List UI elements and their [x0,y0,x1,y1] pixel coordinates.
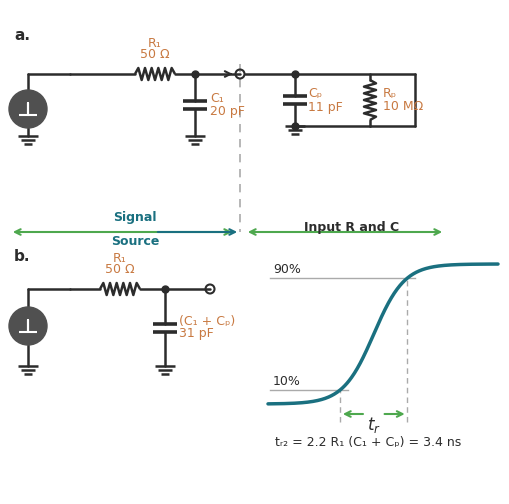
Text: 50 Ω: 50 Ω [140,48,169,61]
Text: C₁: C₁ [210,93,223,105]
Text: Signal: Signal [113,211,156,224]
Text: 20 pF: 20 pF [210,105,244,118]
Text: Cₚ: Cₚ [307,88,322,100]
Text: 31 pF: 31 pF [179,328,213,341]
Text: tᵣ₂ = 2.2 R₁ (C₁ + Cₚ) = 3.4 ns: tᵣ₂ = 2.2 R₁ (C₁ + Cₚ) = 3.4 ns [274,436,460,449]
Text: (C₁ + Cₚ): (C₁ + Cₚ) [179,314,235,328]
Text: 50 Ω: 50 Ω [105,263,134,276]
Text: Source: Source [110,235,159,248]
Circle shape [9,90,47,128]
Circle shape [9,307,47,345]
Text: $\mathit{t_r}$: $\mathit{t_r}$ [366,415,380,435]
Text: 11 pF: 11 pF [307,100,342,113]
Text: b.: b. [14,249,31,264]
Text: R₁: R₁ [113,252,127,265]
Text: Rₚ: Rₚ [382,88,397,100]
Text: a.: a. [14,28,30,43]
Text: 10%: 10% [272,375,300,388]
Text: 90%: 90% [272,263,300,276]
Text: R₁: R₁ [148,37,161,50]
Text: 10 MΩ: 10 MΩ [382,100,422,113]
Text: Input R and C: Input R and C [304,221,399,234]
